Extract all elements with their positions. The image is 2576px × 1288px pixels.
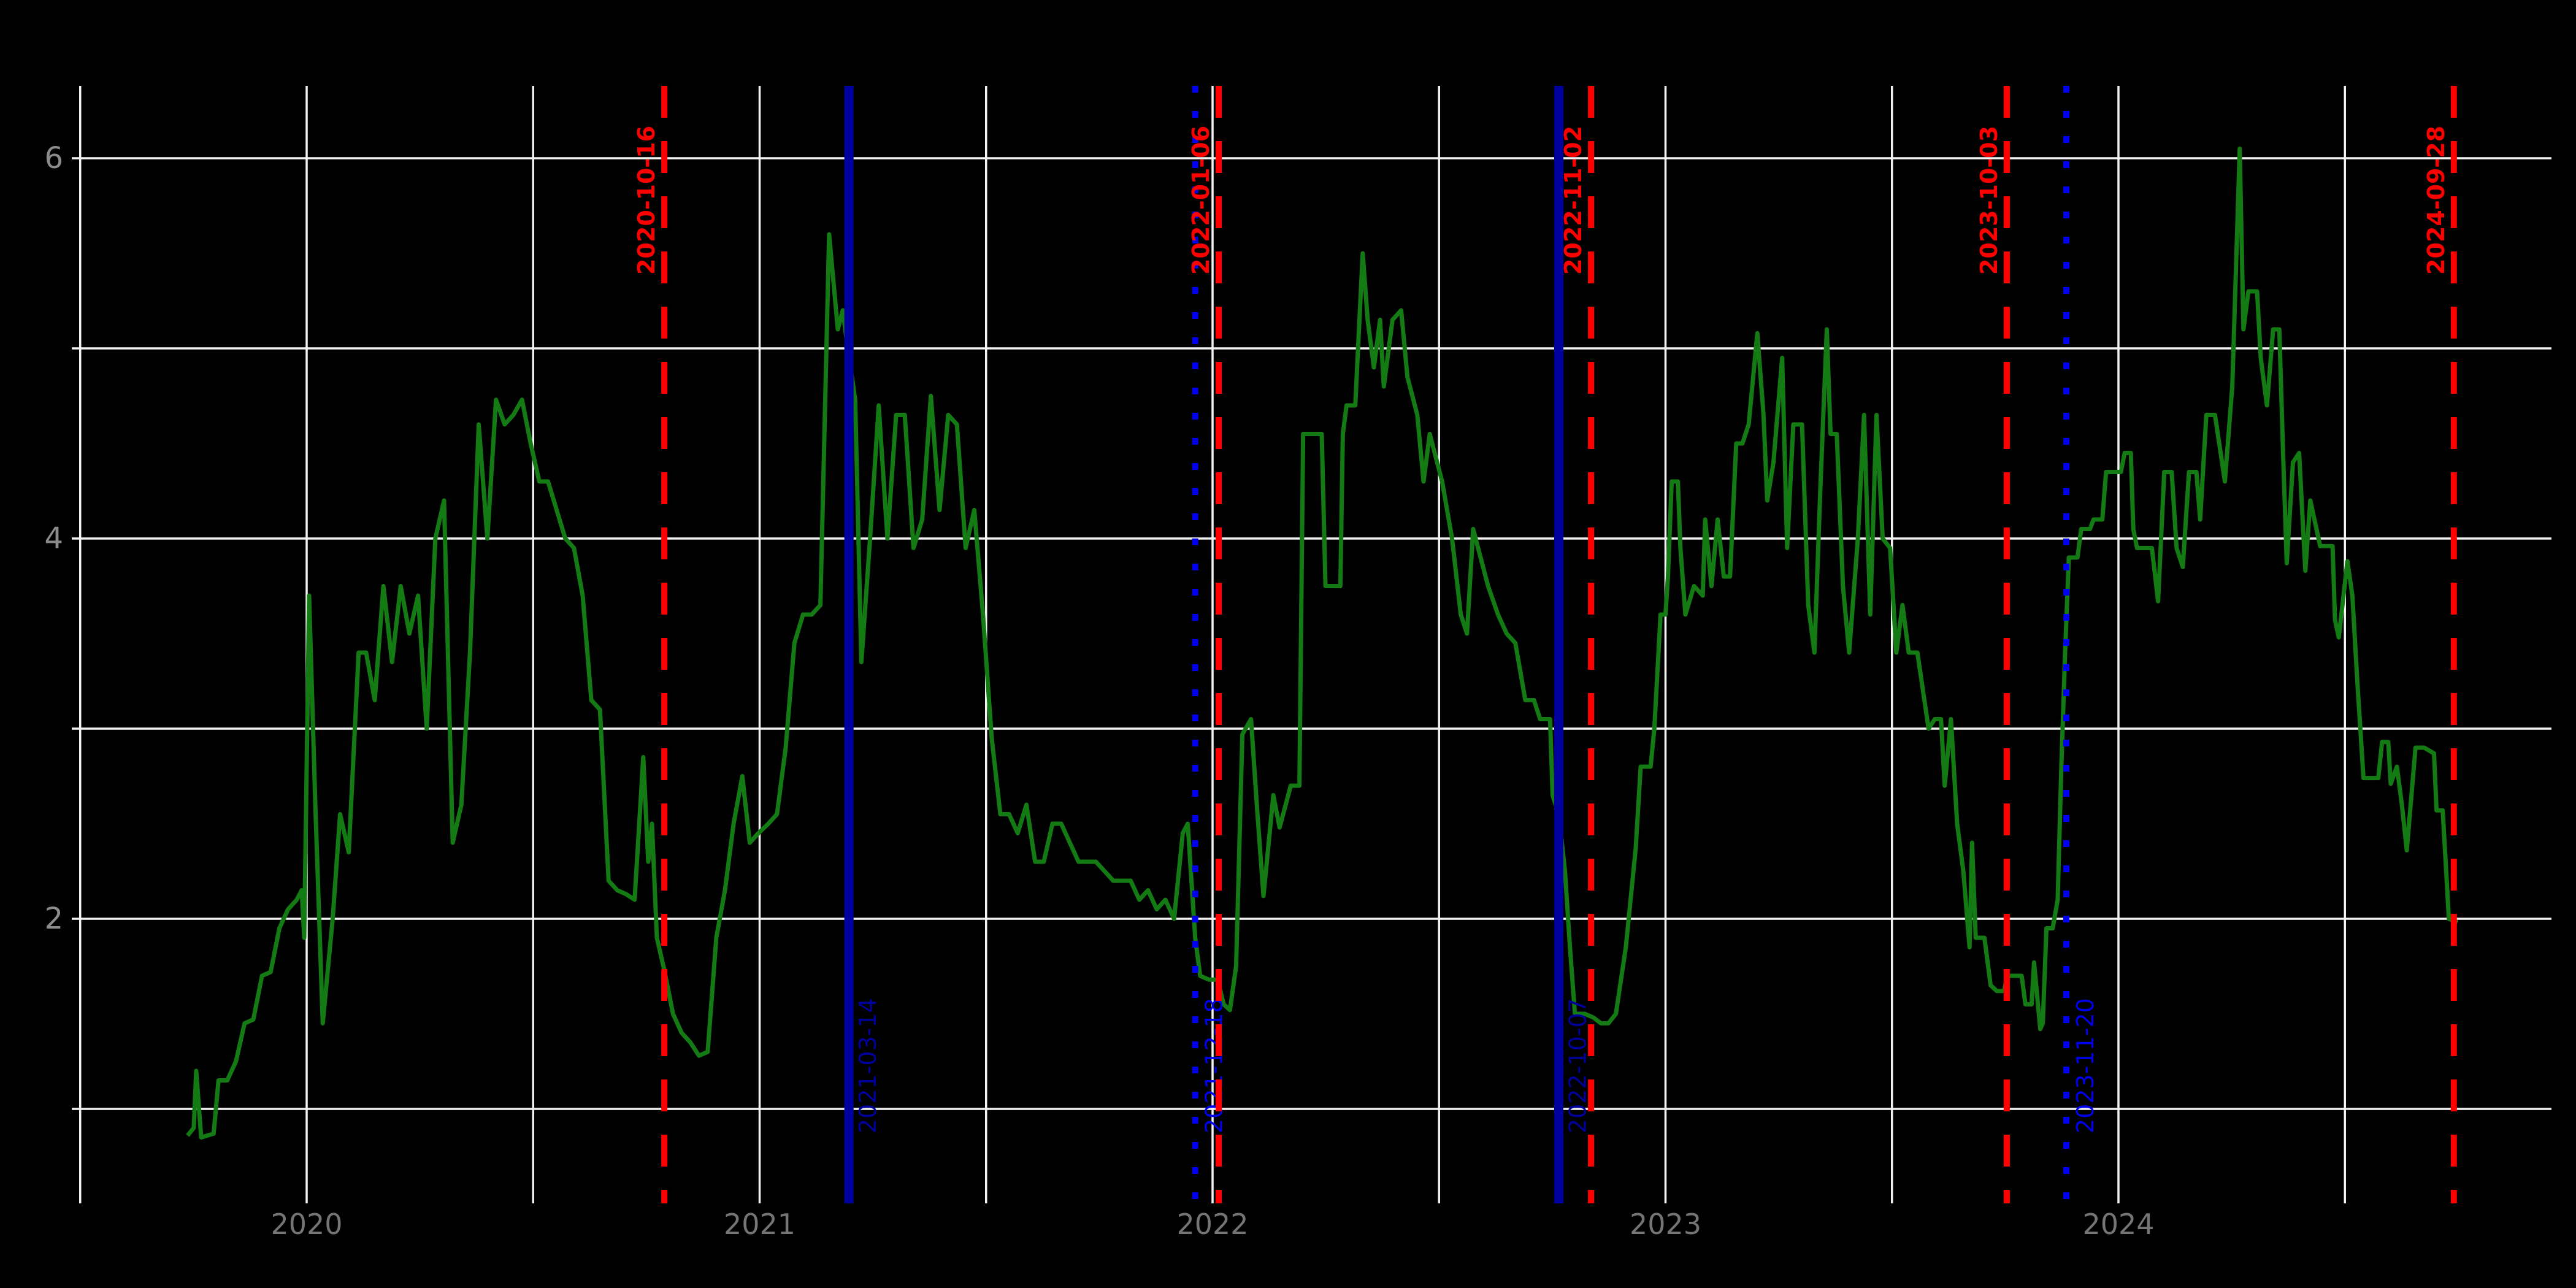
event-line-label: 2024-09-28 <box>2423 126 2450 275</box>
event-line-label: 2020-10-16 <box>633 126 660 275</box>
x-axis-tick-labels: 2020 2021 2022 2023 2024 <box>270 1208 2154 1241</box>
event-line-label: 2023-11-20 <box>2072 998 2099 1133</box>
event-line-label: 2022-10-07 <box>1564 998 1591 1133</box>
event-line-label: 2021-03-14 <box>854 998 881 1133</box>
x-tick-label: 2020 <box>270 1208 342 1241</box>
x-tick-label: 2022 <box>1176 1208 1248 1241</box>
horizontal-gridlines <box>72 157 2551 1110</box>
y-tick-label: 2 <box>44 902 63 936</box>
x-tick-label: 2023 <box>1630 1208 1701 1241</box>
event-line-label: 2023-10-03 <box>1976 126 2003 275</box>
event-line-label: 2022-11-02 <box>1560 126 1587 275</box>
event-line-label: 2021-12-18 <box>1201 998 1228 1133</box>
x-tick-label: 2024 <box>2082 1208 2154 1241</box>
series-line-value <box>186 147 2459 1140</box>
y-tick-label: 6 <box>44 141 63 175</box>
y-tick-label: 4 <box>44 521 63 556</box>
event-line-label: 2022-01-06 <box>1187 126 1214 275</box>
x-tick-label: 2021 <box>724 1208 795 1241</box>
y-axis-tick-labels: 2 4 6 <box>44 141 63 936</box>
